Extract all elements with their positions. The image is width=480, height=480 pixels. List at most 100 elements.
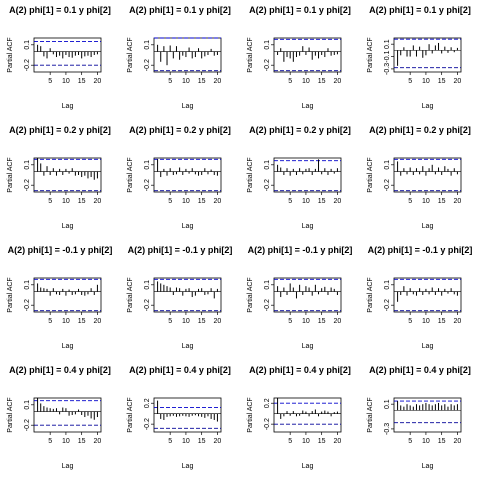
x-axis-label: Lag [302,223,314,230]
panel-title: A(2) phi[1] = -0.1 y phi[2] [8,245,113,255]
x-tick-label: 5 [168,78,172,85]
y-tick-label: -0.2 [24,179,31,191]
plot-frame [153,277,222,313]
x-axis-label: Lag [182,223,194,230]
x-tick-label: 10 [422,198,430,205]
y-tick-label: -0.2 [144,179,151,191]
plot-frame [33,397,102,433]
x-tick-label: 20 [334,438,342,445]
y-tick-label: -0.2 [144,418,151,430]
y-axis-label: Partial ACF [127,157,134,192]
x-tick-label: 15 [198,438,206,445]
pacf-panel: A(2) phi[1] = 0.4 y phi[2] 0.1 -0.3 5 10 15 20… [360,360,480,480]
y-tick-label: -0.2 [144,59,151,71]
x-tick-label: 10 [302,438,310,445]
x-tick-label: 5 [48,438,52,445]
x-tick-label: 5 [48,198,52,205]
x-tick-label: 20 [94,198,102,205]
pacf-panel: A(2) phi[1] = 0.4 y phi[2] 0.2 -0.2 5 10 15 20… [240,360,360,480]
pacf-panel: A(2) phi[1] = 0.2 y phi[2] 0.1 -0.2 5 10 15 20… [0,120,120,240]
x-tick-label: 10 [62,78,70,85]
plot-frame [273,397,342,433]
y-tick-label: 0.1 [144,40,151,50]
y-axis-label: Partial ACF [7,277,14,312]
y-tick-label: -0.2 [24,419,31,431]
y-axis-label: Partial ACF [367,37,374,72]
y-tick-label: -0.1 [384,50,391,62]
x-tick-label: 20 [334,318,342,325]
pacf-panel: A(2) phi[1] = 0.4 y phi[2] 0.1 -0.2 5 10 15 20… [0,360,120,480]
x-tick-label: 15 [198,318,206,325]
y-tick-label: 0.1 [24,400,31,410]
pacf-chart: A(2) phi[1] = -0.1 y phi[2] 0.1 -0.2 5 10 15 2… [367,245,472,350]
panel-title: A(2) phi[1] = 0.2 y phi[2] [129,125,231,135]
y-tick-label: 0.1 [24,160,31,170]
x-axis-label: Lag [422,463,434,470]
y-axis-label: Partial ACF [7,37,14,72]
y-tick-label: 0.1 [144,280,151,290]
y-tick-label: 0.1 [264,280,271,290]
pacf-chart: A(2) phi[1] = 0.4 y phi[2] 0.1 -0.2 5 10 15 20… [7,365,111,470]
pacf-chart: A(2) phi[1] = 0.4 y phi[2] 0.2 -0.2 5 10 15 20… [247,365,351,470]
y-axis-label: Partial ACF [367,157,374,192]
x-tick-label: 20 [454,198,462,205]
plot-frame [393,157,462,193]
y-tick-label: 0.2 [264,398,271,408]
x-tick-label: 20 [334,198,342,205]
plot-frame [273,157,342,193]
pacf-panel: A(2) phi[1] = -0.1 y phi[2] 0.1 -0.2 5 10 15 2… [120,240,240,360]
x-axis-label: Lag [422,103,434,110]
x-tick-label: 20 [334,78,342,85]
y-axis-label: Partial ACF [247,277,254,312]
pacf-chart: A(2) phi[1] = 0.2 y phi[2] 0.1 -0.2 5 10 15 20… [247,125,351,230]
panel-title: A(2) phi[1] = -0.1 y phi[2] [128,245,233,255]
y-tick-label: 0.1 [384,399,391,409]
x-tick-label: 20 [454,78,462,85]
panel-title: A(2) phi[1] = 0.2 y phi[2] [369,125,471,135]
x-tick-label: 5 [408,78,412,85]
pacf-chart: A(2) phi[1] = 0.4 y phi[2] 0.1 -0.3 5 10 15 20… [367,365,471,470]
panel-title: A(2) phi[1] = 0.4 y phi[2] [249,365,351,375]
x-tick-label: 5 [288,318,292,325]
plot-frame [393,397,462,433]
pacf-panel: A(2) phi[1] = 0.1 y phi[2] 0.1 -0.2 5 10 15 20… [120,0,240,120]
panel-title: A(2) phi[1] = 0.1 y phi[2] [249,5,351,15]
panel-title: A(2) phi[1] = 0.2 y phi[2] [9,125,111,135]
x-axis-label: Lag [302,343,314,350]
x-axis-label: Lag [182,343,194,350]
y-tick-label: -0.2 [264,59,271,71]
x-tick-label: 15 [318,198,326,205]
plot-frame [33,37,102,73]
x-tick-label: 5 [168,318,172,325]
x-tick-label: 20 [94,78,102,85]
plot-frame [153,397,222,433]
x-tick-label: 10 [182,198,190,205]
panel-title: A(2) phi[1] = 0.4 y phi[2] [129,365,231,375]
y-tick-label: 0.1 [264,40,271,50]
plot-frame [33,277,102,313]
x-tick-label: 15 [78,438,86,445]
x-tick-label: 5 [288,438,292,445]
x-tick-label: 15 [438,198,446,205]
x-tick-label: 5 [408,438,412,445]
y-tick-label: -0.2 [264,179,271,191]
panel-title: A(2) phi[1] = 0.4 y phi[2] [369,365,471,375]
x-axis-label: Lag [62,103,74,110]
x-axis-label: Lag [302,103,314,110]
y-axis-label: Partial ACF [367,397,374,432]
x-tick-label: 20 [214,438,222,445]
pacf-chart: A(2) phi[1] = 0.2 y phi[2] 0.1 -0.2 5 10 15 20… [7,125,111,230]
x-tick-label: 15 [438,318,446,325]
plot-frame [393,37,462,73]
x-tick-label: 15 [318,438,326,445]
pacf-chart: A(2) phi[1] = 0.1 y phi[2] 0.1 -0.2 5 10 15 20… [7,5,111,110]
x-tick-label: 10 [62,198,70,205]
x-tick-label: 10 [62,318,70,325]
y-axis-label: Partial ACF [127,397,134,432]
x-tick-label: 15 [318,78,326,85]
pacf-panel: A(2) phi[1] = 0.4 y phi[2] 0.2 -0.2 5 10 15 20… [120,360,240,480]
x-tick-label: 15 [438,78,446,85]
x-axis-label: Lag [182,463,194,470]
x-tick-label: 5 [168,438,172,445]
